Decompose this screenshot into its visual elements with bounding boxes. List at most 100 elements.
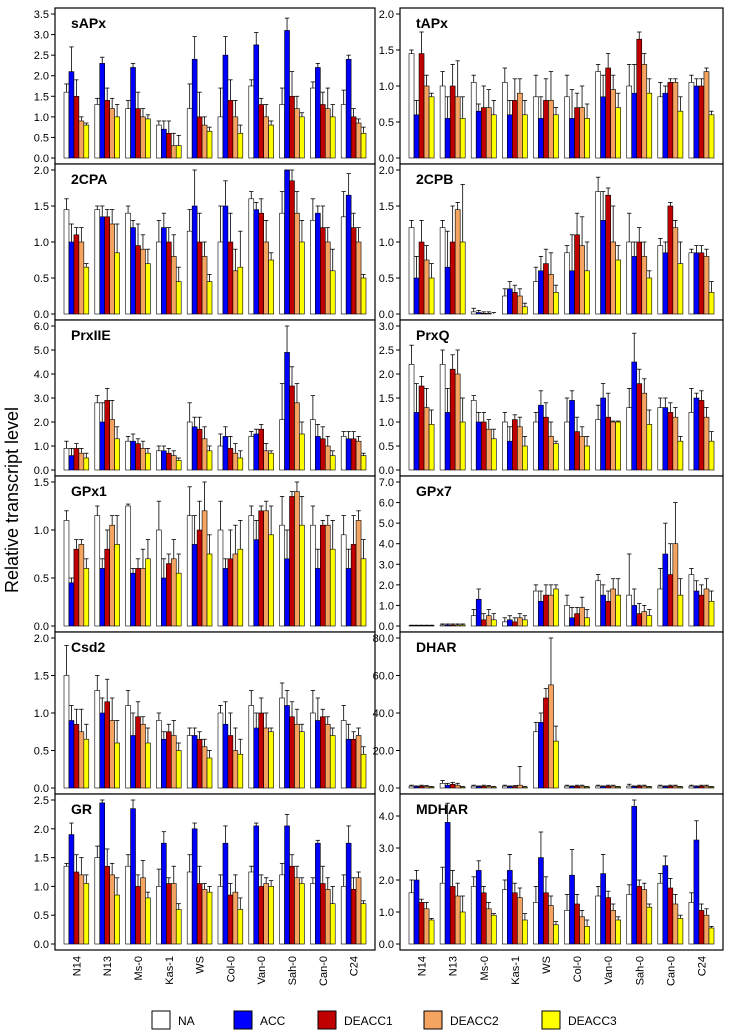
legend-item-DEACC1: DEACC1: [317, 1010, 393, 1030]
y-tick-label: 0.5: [34, 273, 49, 285]
bar-DEACC3-WS: [206, 450, 213, 471]
bar-DEACC1-Sah-0: [636, 241, 643, 315]
bar-DEACC1-Kas-1: [166, 241, 172, 315]
bar-ACC-Ms-0: [130, 440, 136, 471]
bar-DEACC3-N14: [83, 738, 90, 789]
bar-NA-C24: [340, 216, 347, 315]
bar-DEACC1-Kas-1: [166, 883, 172, 945]
bar-NA-Ms-0: [470, 785, 477, 789]
bar-DEACC1-Van-0: [605, 67, 611, 159]
bar-ACC-Sah-0: [631, 256, 638, 315]
bar-DEACC2-N14: [423, 908, 430, 945]
bar-DEACC3-Ms-0: [490, 786, 497, 789]
bar-DEACC3-WS: [553, 443, 559, 471]
bar-DEACC1-C24: [350, 544, 357, 627]
bar-ACC-C24: [693, 252, 700, 315]
bar-DEACC3-N14: [428, 919, 435, 945]
y-axis-label: Relative transcript level: [2, 407, 22, 593]
bar-DEACC1-Van-0: [605, 601, 611, 627]
bar-DEACC1-C24: [698, 85, 705, 159]
bar-DEACC3-N14: [83, 883, 90, 945]
bar-DEACC1-Sah-0: [289, 716, 295, 789]
bar-DEACC2-Kas-1: [517, 92, 523, 159]
bar-NA-WS: [186, 871, 193, 945]
bar-DEACC3-Can-0: [329, 116, 336, 159]
bar-DEACC3-Ms-0: [145, 742, 151, 789]
bar-DEACC3-N14: [83, 457, 90, 471]
bar-DEACC2-Ms-0: [140, 877, 146, 945]
bar-DEACC2-N14: [423, 407, 430, 471]
bar-DEACC1-Kas-1: [512, 100, 518, 159]
bar-DEACC3-Col-0: [584, 617, 590, 627]
bar-DEACC1-WS: [196, 883, 203, 945]
bar-ACC-N13: [99, 712, 106, 789]
bar-ACC-N14: [68, 582, 75, 627]
bar-DEACC1-Ms-0: [135, 568, 141, 627]
bar-NA-Col-0: [564, 96, 570, 159]
bar-DEACC3-Can-0: [677, 594, 684, 627]
bar-DEACC2-WS: [201, 256, 208, 315]
bar-DEACC2-Can-0: [672, 82, 679, 159]
bar-DEACC1-Van-0: [258, 510, 264, 627]
bar-DEACC3-N14: [428, 786, 435, 789]
bar-ACC-N13: [99, 421, 106, 471]
bar-ACC-N13: [444, 266, 451, 315]
bar-DEACC3-Col-0: [584, 786, 590, 789]
bar-DEACC1-Ms-0: [480, 312, 487, 315]
bar-DEACC2-C24: [355, 735, 362, 789]
bar-DEACC3-Sah-0: [646, 906, 653, 945]
bar-DEACC2-N14: [423, 259, 430, 315]
bar-NA-Sah-0: [279, 697, 285, 789]
bar-DEACC2-Van-0: [610, 89, 616, 159]
bar-NA-Can-0: [310, 87, 316, 159]
bar-ACC-WS: [538, 270, 544, 315]
bar-DEACC2-Ms-0: [140, 448, 146, 471]
bar-ACC-Kas-1: [507, 870, 513, 945]
bar-ACC-Ms-0: [130, 735, 136, 789]
bar-DEACC3-Kas-1: [522, 306, 528, 315]
bar-NA-WS: [533, 281, 539, 315]
bar-NA-Col-0: [217, 241, 224, 315]
bar-NA-WS: [533, 590, 539, 627]
bar-DEACC3-C24: [708, 440, 715, 471]
bar-ACC-Kas-1: [161, 842, 167, 945]
bar-DEACC2-Van-0: [263, 510, 269, 627]
bar-DEACC2-C24: [355, 122, 362, 159]
bar-DEACC3-Sah-0: [299, 241, 305, 315]
bar-DEACC3-Ms-0: [145, 558, 151, 627]
y-tick-label: 60.0: [373, 671, 394, 683]
bar-DEACC1-N14: [418, 53, 425, 159]
panel-2CPA: 0.0 0.5 1.0 1.5 2.0 2CPA: [34, 163, 376, 321]
bar-DEACC1-Kas-1: [512, 786, 518, 789]
bar-ACC-N13: [444, 784, 451, 789]
bar-ACC-Can-0: [315, 436, 321, 471]
y-tick-label: 2.0: [379, 165, 394, 177]
bar-DEACC2-N14: [78, 241, 85, 315]
bar-ACC-N13: [99, 568, 106, 627]
y-tick-label: 2.0: [34, 824, 49, 836]
bar-ACC-Can-0: [662, 786, 669, 789]
bar-DEACC2-N13: [109, 524, 115, 627]
y-tick-label: 4.0: [379, 811, 394, 823]
y-tick-label: 0.0: [34, 783, 49, 795]
bar-NA-N14: [408, 364, 415, 471]
legend-swatch: [233, 1010, 253, 1030]
bar-DEACC1-Col-0: [574, 785, 580, 789]
y-tick-label: 0.0: [379, 621, 394, 633]
bar-ACC-Van-0: [600, 96, 606, 159]
legend: NA ACC DEACC1 DEACC2 DEACC3: [151, 1010, 617, 1030]
bar-DEACC2-N13: [109, 108, 115, 159]
bar-DEACC2-Van-0: [610, 785, 616, 789]
bar-ACC-Sah-0: [631, 786, 638, 789]
bar-ACC-N14: [68, 455, 75, 471]
bar-DEACC3-Van-0: [615, 259, 621, 315]
bar-DEACC2-Sah-0: [294, 212, 300, 315]
bar-DEACC3-Kas-1: [522, 786, 528, 789]
legend-item-ACC: ACC: [233, 1010, 286, 1030]
bar-NA-Kas-1: [156, 886, 162, 945]
y-tick-label: 0.5: [379, 273, 394, 285]
y-tick-label: 0.5: [34, 746, 49, 758]
bar-DEACC3-N14: [83, 124, 90, 159]
bar-DEACC3-Kas-1: [522, 919, 528, 945]
bar-DEACC1-N14: [418, 785, 425, 789]
